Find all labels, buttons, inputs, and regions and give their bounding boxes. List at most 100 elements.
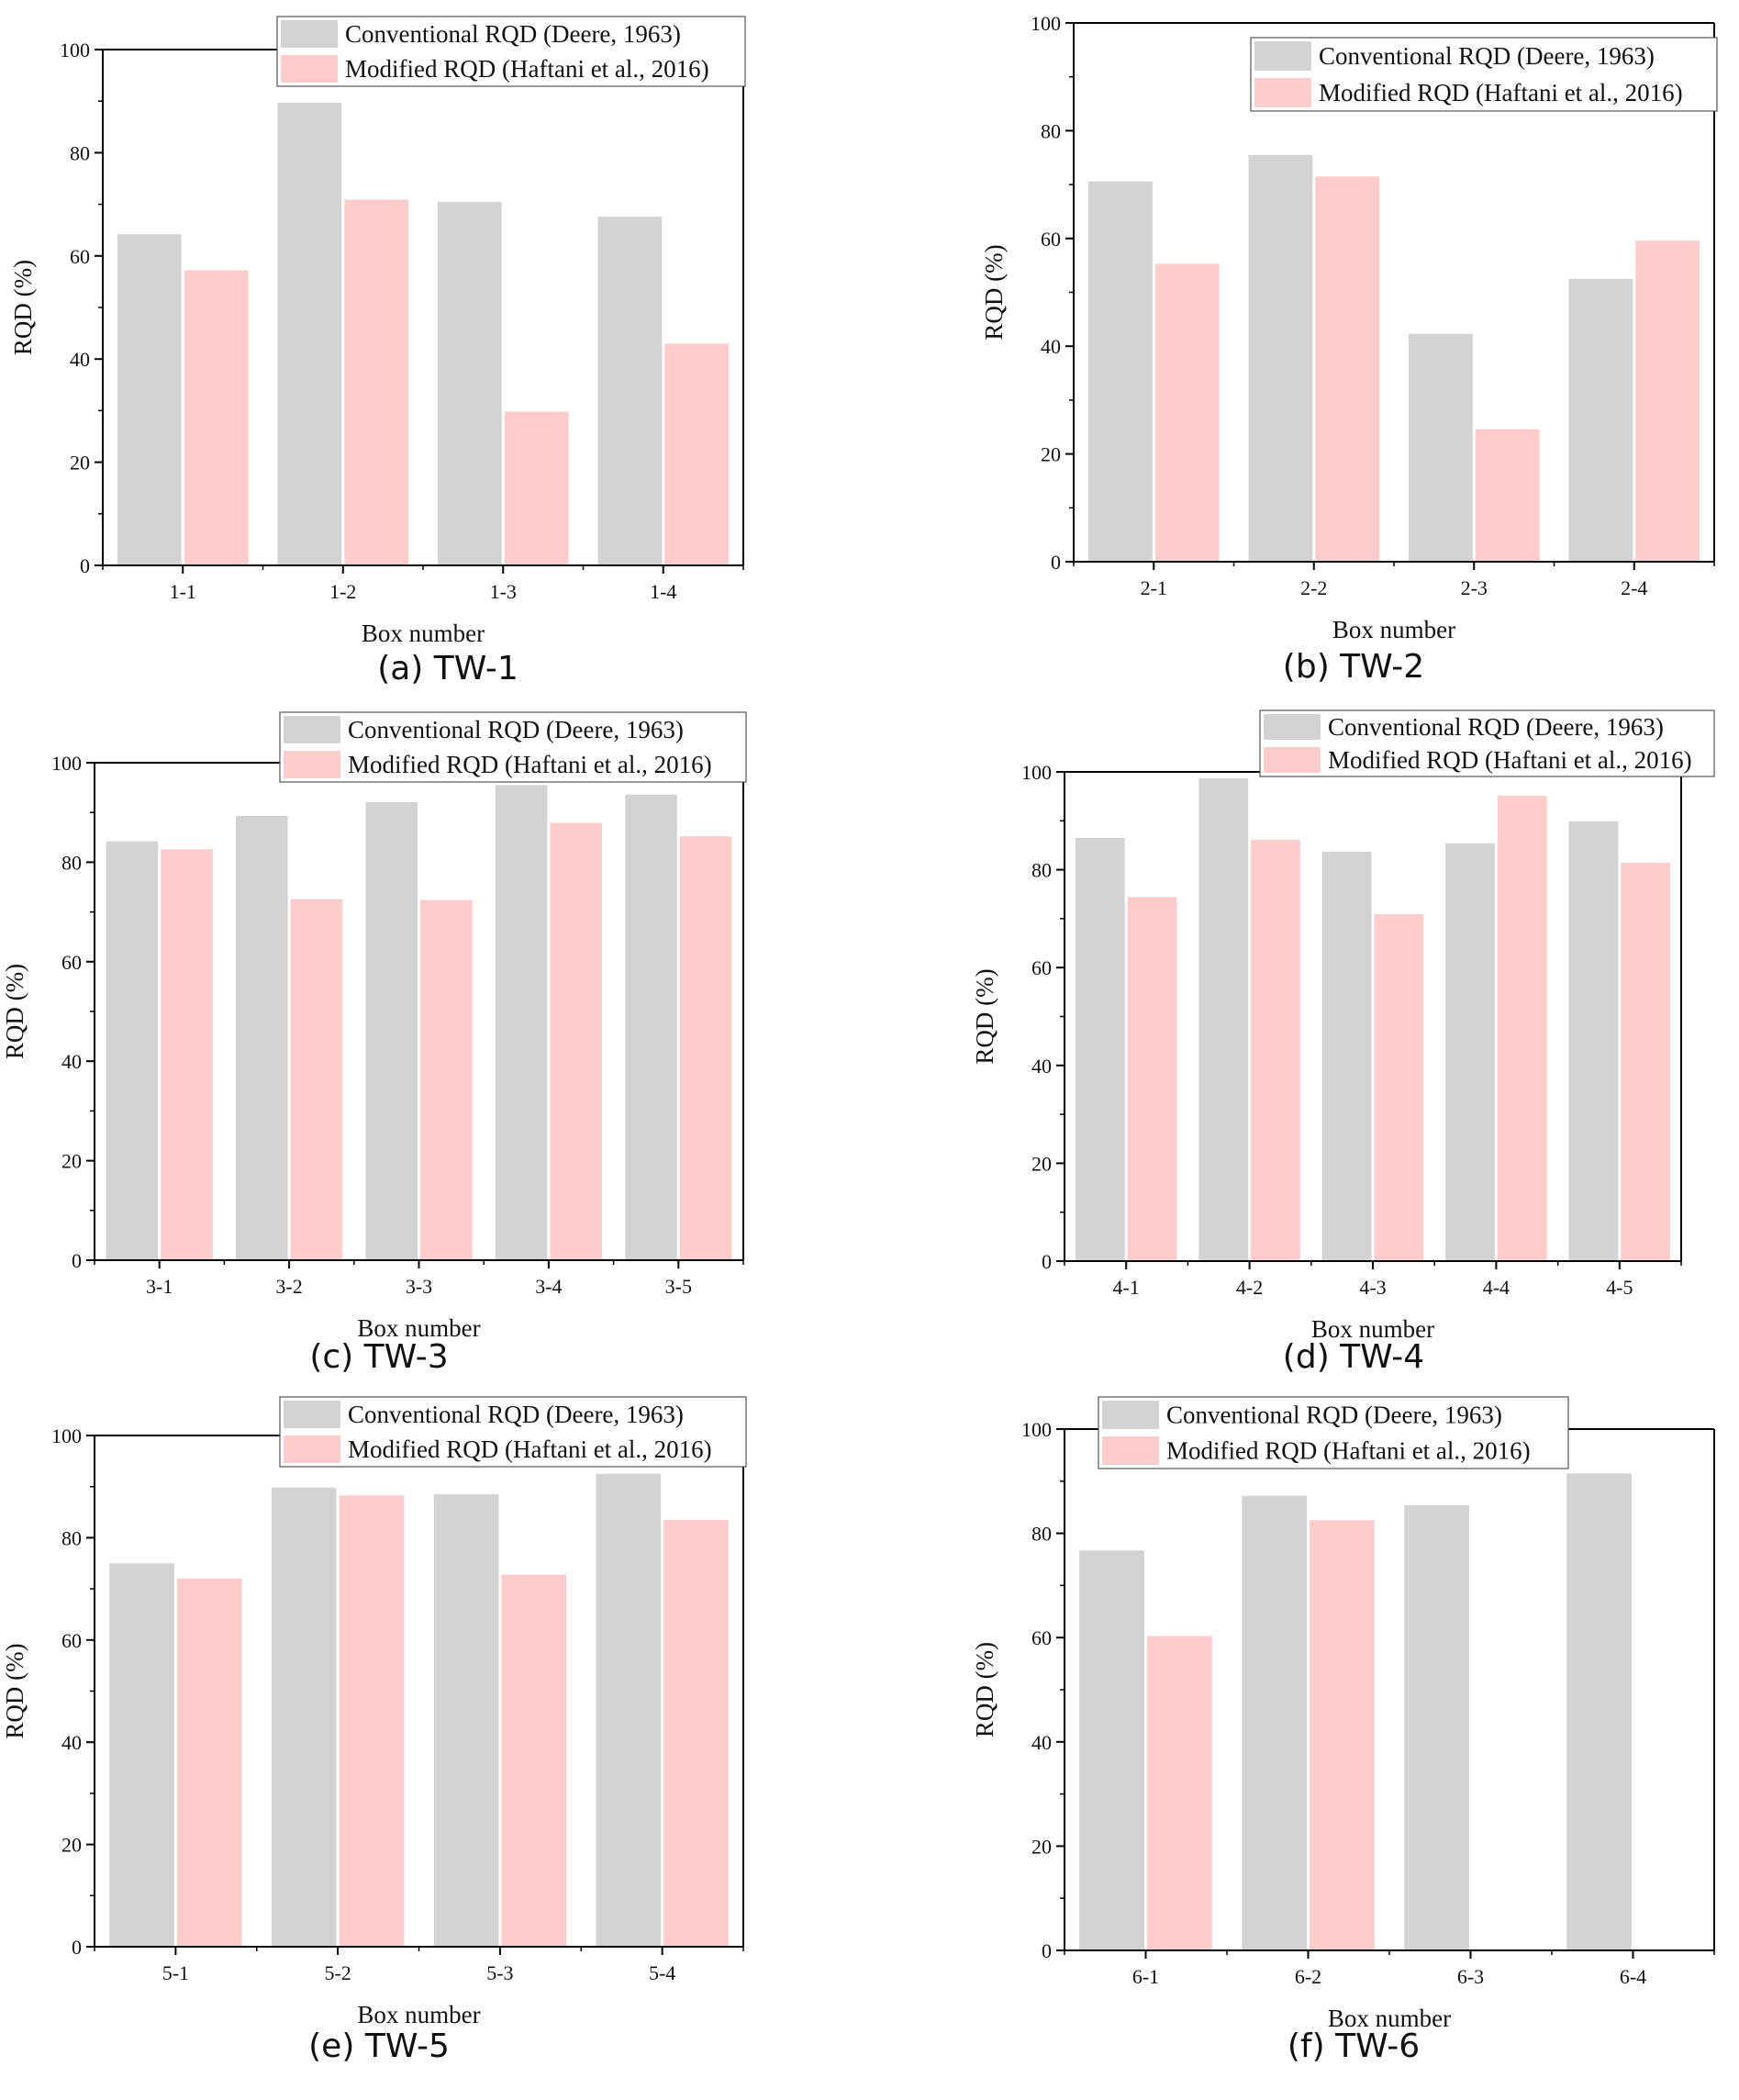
legend-label-conventional: Conventional RQD (Deere, 1963) (1166, 1402, 1502, 1429)
y-tick-label: 100 (1021, 761, 1052, 784)
y-tick-label: 60 (61, 951, 82, 974)
bar-modified-4-2 (1251, 840, 1300, 1261)
bar-modified-1-3 (504, 411, 569, 565)
legend-box (1098, 1396, 1569, 1469)
legend-label-modified: Modified RQD (Haftani et al., 2016) (1166, 1437, 1531, 1465)
bar-conventional-3-4 (495, 785, 548, 1260)
y-axis-label: RQD (%) (980, 244, 1008, 340)
bar-modified-2-1 (1154, 263, 1220, 562)
x-tick-label: 4-3 (1359, 1276, 1386, 1299)
bar-modified-1-1 (184, 270, 249, 565)
x-tick-label: 4-5 (1606, 1276, 1633, 1299)
panel-caption: (c) TW-3 (309, 1338, 448, 1376)
legend-swatch-conventional (281, 20, 338, 48)
bar-conventional-4-3 (1321, 851, 1372, 1261)
legend-label-conventional: Conventional RQD (Deere, 1963) (348, 716, 684, 743)
bar-conventional-3-1 (106, 841, 159, 1260)
bar-conventional-3-2 (236, 816, 288, 1260)
legend-label-modified: Modified RQD (Haftani et al., 2016) (1328, 746, 1692, 774)
bar-conventional-4-1 (1075, 838, 1125, 1261)
bar-conventional-1-2 (277, 102, 342, 566)
y-tick-label: 80 (70, 141, 90, 164)
x-tick-label: 2-2 (1300, 576, 1327, 599)
x-tick-label: 1-3 (490, 580, 517, 603)
legend-label-conventional: Conventional RQD (Deere, 1963) (345, 20, 681, 48)
y-axis-label: RQD (%) (971, 968, 998, 1064)
y-tick-label: 80 (61, 1526, 82, 1549)
y-tick-label: 20 (70, 452, 90, 475)
legend-swatch-modified (284, 751, 340, 778)
y-tick-label: 80 (1041, 119, 1061, 142)
legend-swatch-modified (1254, 78, 1311, 107)
y-tick-label: 60 (1031, 1626, 1052, 1649)
chart-panel-5: 0 20 40 60 80 100 5-1 5-2 5-3 5-4 Box number RQD (%… (1, 1396, 747, 2065)
y-tick-label: 20 (61, 1150, 82, 1173)
legend-box (276, 16, 746, 87)
y-tick-label: 100 (1021, 1418, 1052, 1441)
x-axis-label: Box number (357, 2001, 480, 2028)
bar-modified-3-5 (679, 836, 732, 1260)
x-tick-label: 3-1 (146, 1275, 173, 1298)
chart-panel-4: 0 20 40 60 80 100 4-1 4-2 4-3 4-4 4-5 Box number RQD… (971, 709, 1715, 1376)
panel-caption: (d) TW-4 (1283, 1338, 1424, 1376)
x-tick-label: 4-1 (1113, 1276, 1140, 1299)
y-tick-label: 0 (1051, 551, 1061, 574)
y-axis-label: RQD (%) (9, 260, 37, 355)
panel-caption: (a) TW-1 (377, 650, 518, 687)
bar-modified-3-3 (420, 899, 473, 1260)
bar-modified-5-1 (176, 1579, 242, 1947)
bar-conventional-1-4 (597, 217, 663, 565)
bar-conventional-6-4 (1566, 1473, 1632, 1950)
x-tick-label: 5-4 (649, 1961, 675, 1984)
y-tick-label: 0 (1042, 1939, 1052, 1962)
bar-modified-4-4 (1497, 796, 1547, 1261)
y-tick-label: 20 (61, 1834, 82, 1857)
bar-modified-3-4 (550, 822, 602, 1260)
legend-label-modified: Modified RQD (Haftani et al., 2016) (345, 55, 709, 83)
y-tick-label: 40 (61, 1731, 82, 1754)
legend: Conventional RQD (Deere, 1963) Modified R… (276, 16, 746, 87)
chart-panel-6: 0 20 40 60 80 100 6-1 6-2 6-3 6-4 Box number RQD (%… (971, 1396, 1715, 2065)
y-tick-label: 60 (70, 245, 90, 268)
x-axis-label: Box number (357, 1314, 480, 1342)
y-tick-label: 60 (61, 1629, 82, 1652)
bar-modified-3-1 (161, 849, 213, 1260)
bar-conventional-3-3 (365, 801, 418, 1260)
bar-conventional-5-1 (109, 1563, 174, 1948)
bar-conventional-5-3 (433, 1494, 499, 1947)
bar-conventional-6-1 (1079, 1550, 1144, 1950)
legend-label-modified: Modified RQD (Haftani et al., 2016) (1319, 79, 1683, 106)
bar-conventional-1-3 (437, 201, 502, 566)
bar-modified-1-4 (664, 343, 730, 565)
legend-box (1250, 37, 1718, 112)
y-tick-label: 80 (1031, 859, 1052, 882)
chart-panel-2: 0 20 40 60 80 100 2-1 2-2 2-3 2-4 Box number RQD (%… (980, 12, 1718, 686)
bar-modified-2-2 (1315, 176, 1380, 563)
x-tick-label: 5-1 (162, 1961, 189, 1984)
y-tick-label: 40 (1031, 1731, 1052, 1754)
legend-swatch-modified (284, 1435, 340, 1463)
bar-conventional-4-5 (1568, 821, 1619, 1261)
panel-caption: (b) TW-2 (1283, 648, 1424, 686)
legend: Conventional RQD (Deere, 1963) Modified R… (279, 711, 747, 783)
legend-box (1259, 709, 1715, 777)
bar-conventional-6-2 (1242, 1495, 1307, 1950)
legend-label-modified: Modified RQD (Haftani et al., 2016) (348, 751, 712, 778)
y-tick-label: 40 (70, 348, 90, 371)
x-axis-label: Box number (1311, 1315, 1434, 1343)
y-tick-label: 0 (1042, 1250, 1052, 1273)
x-tick-label: 4-2 (1236, 1276, 1263, 1299)
legend: Conventional RQD (Deere, 1963) Modified R… (1250, 37, 1718, 112)
bar-modified-1-2 (344, 199, 409, 565)
legend-swatch-modified (1102, 1436, 1159, 1465)
bar-conventional-2-3 (1409, 333, 1473, 562)
y-tick-label: 40 (1031, 1055, 1052, 1078)
chart-panel-1: 0 20 40 60 80 100 1-1 1-2 1-3 1-4 Box number RQD (%… (9, 16, 746, 687)
y-tick-label: 100 (51, 1424, 82, 1447)
bar-conventional-5-4 (596, 1473, 662, 1947)
x-tick-label: 5-3 (486, 1961, 513, 1984)
x-tick-label: 3-2 (275, 1275, 302, 1298)
x-tick-label: 3-3 (406, 1275, 432, 1298)
legend-swatch-conventional (1102, 1401, 1159, 1429)
y-tick-label: 40 (61, 1050, 82, 1073)
